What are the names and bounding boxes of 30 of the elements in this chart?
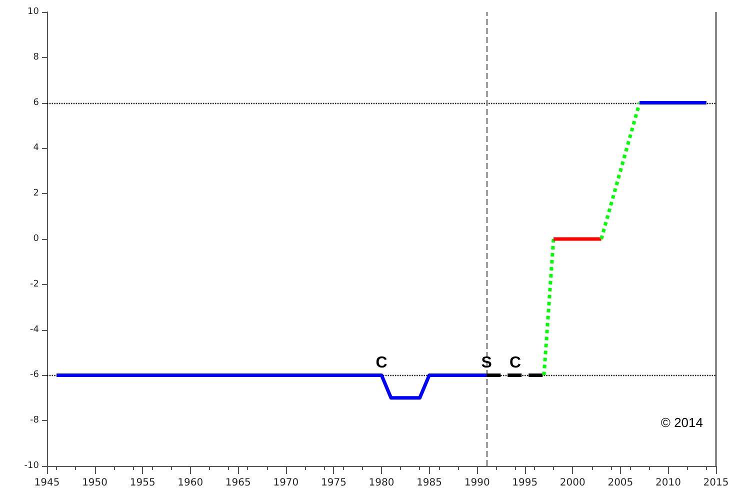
annotation: © 2014: [660, 415, 704, 430]
y-tick-label: 0: [33, 234, 40, 244]
y-tick-label: 4: [33, 143, 40, 154]
y-tick-label: 6: [33, 98, 40, 108]
x-tick-label: 1960: [178, 478, 204, 488]
x-tick-label: 2015: [703, 478, 729, 488]
x-tick-label: 1990: [464, 478, 490, 488]
x-tick-label: 2005: [608, 478, 634, 488]
annotation: C: [510, 354, 522, 372]
y-tick-label: -6: [30, 370, 40, 380]
annotation: S: [481, 354, 492, 372]
y-tick-label: 2: [33, 188, 39, 199]
y-tick-label: -4: [30, 324, 40, 335]
x-tick-label: 1965: [225, 478, 251, 488]
x-tick-label: 1945: [34, 478, 60, 488]
x-tick-label: 1955: [130, 478, 156, 488]
x-tick-label: 2000: [560, 478, 586, 488]
x-tick-label: 1950: [82, 478, 108, 488]
annotation: C: [376, 354, 388, 372]
x-tick-label: 1985: [416, 478, 442, 488]
y-tick-label: -2: [30, 279, 39, 290]
y-tick-label: -10: [24, 461, 40, 471]
x-tick-label: 1970: [273, 478, 299, 488]
x-tick-label: 1980: [368, 478, 394, 488]
y-tick-label: -8: [30, 416, 40, 426]
x-tick-label: 2010: [655, 478, 681, 488]
y-tick-label: 8: [33, 52, 40, 62]
y-tick-label: 10: [28, 7, 40, 17]
x-tick-label: 1995: [512, 478, 538, 488]
x-tick-label: 1975: [320, 478, 346, 488]
